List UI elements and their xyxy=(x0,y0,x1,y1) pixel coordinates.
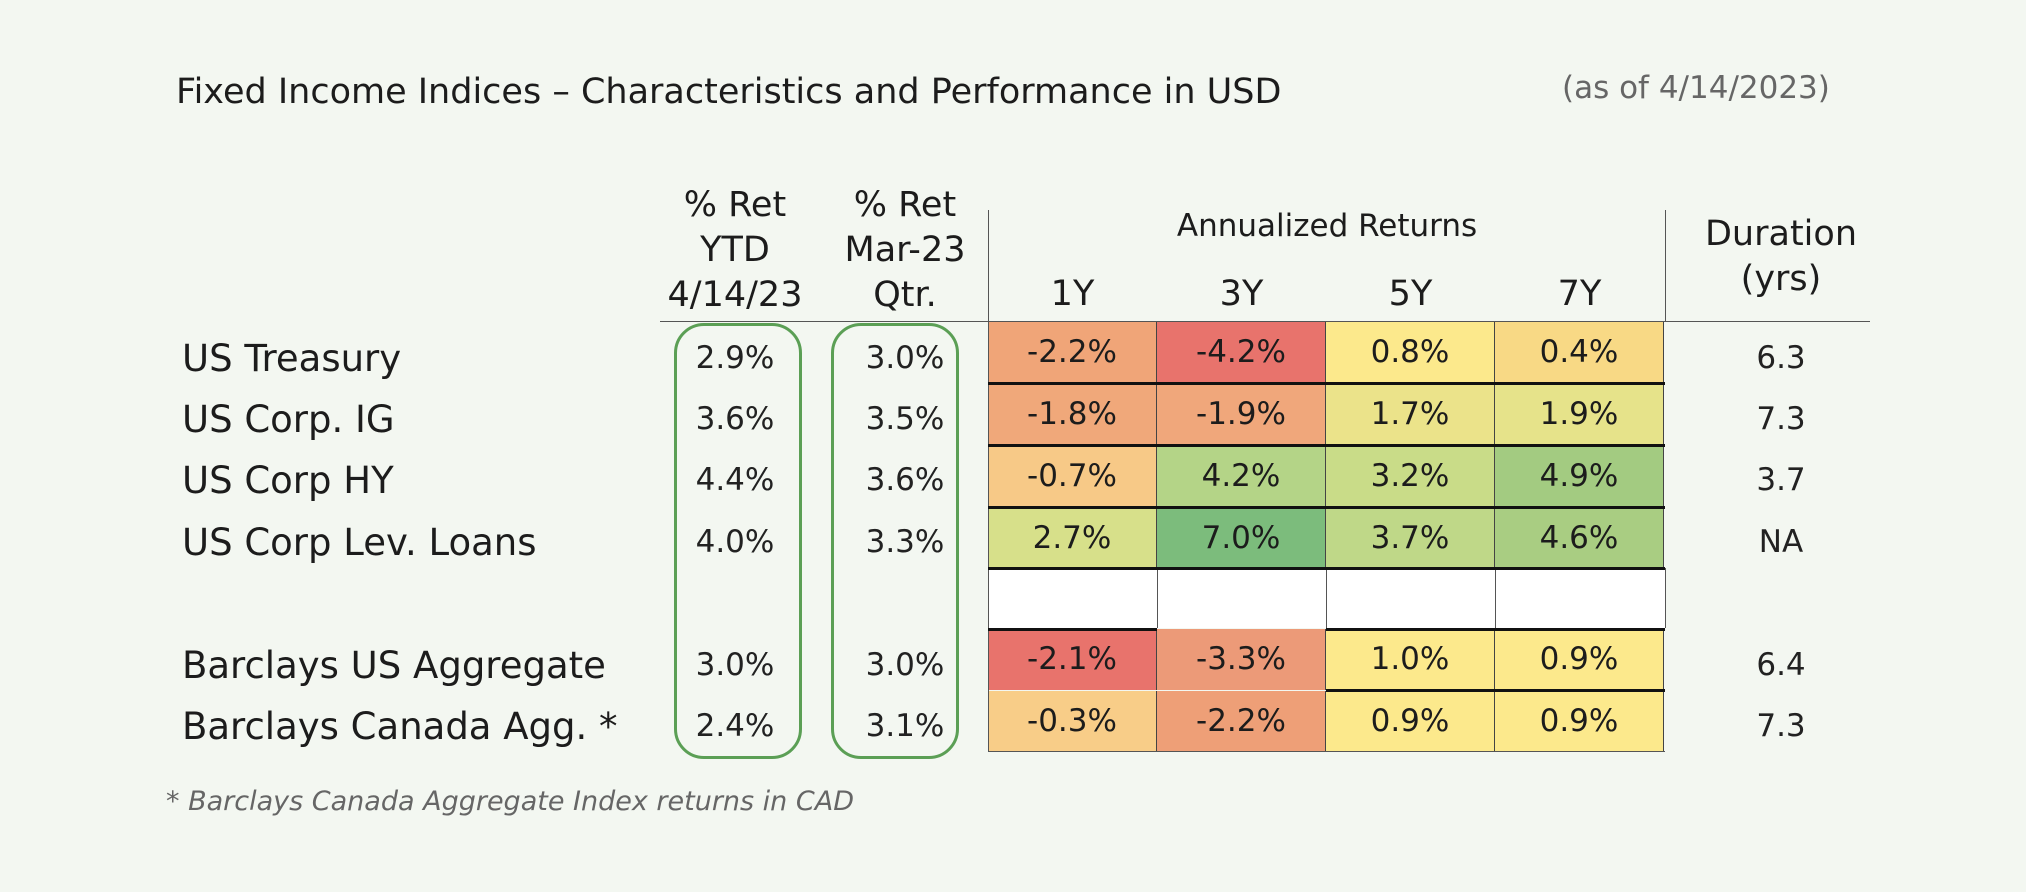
header-ytd: % Ret YTD 4/14/23 xyxy=(660,183,810,318)
qtr-value: 3.6% xyxy=(865,462,945,498)
return-3y-cell: 7.0% xyxy=(1157,508,1326,569)
header-ytd-line2: YTD xyxy=(700,230,770,270)
spacer-divider xyxy=(1495,568,1496,628)
return-1y-cell: -2.2% xyxy=(988,322,1157,383)
row-separator xyxy=(988,382,1665,385)
ytd-value: 3.0% xyxy=(695,647,775,683)
spacer-divider xyxy=(1157,568,1158,628)
duration-value: 3.7 xyxy=(1756,462,1806,498)
row-label: Barclays US Aggregate xyxy=(182,644,606,687)
qtr-value: 3.3% xyxy=(865,524,945,560)
header-ytd-line1: % Ret xyxy=(683,185,787,225)
return-3y-cell: -1.9% xyxy=(1157,384,1326,445)
header-duration-line1: Duration xyxy=(1704,214,1857,254)
heatmap-left-border xyxy=(988,322,989,752)
header-duration: Duration (yrs) xyxy=(1666,212,1896,302)
return-1y-cell: -2.1% xyxy=(988,629,1157,690)
heatmap-bottom-border xyxy=(988,751,1665,752)
row-separator xyxy=(1326,628,1665,631)
return-7y-cell: 1.9% xyxy=(1495,384,1664,445)
row-separator xyxy=(988,628,1157,631)
row-label: US Corp Lev. Loans xyxy=(182,521,537,564)
row-separator xyxy=(988,506,1665,509)
as-of-date: (as of 4/14/2023) xyxy=(1562,70,1830,106)
return-3y-cell: -3.3% xyxy=(1157,629,1326,690)
duration-value: NA xyxy=(1758,524,1804,560)
row-label: US Corp HY xyxy=(182,459,394,502)
header-annualized-returns: Annualized Returns xyxy=(1176,208,1478,244)
return-5y-cell: 1.0% xyxy=(1326,629,1495,690)
duration-value: 7.3 xyxy=(1756,708,1806,744)
qtr-value: 3.0% xyxy=(865,647,945,683)
row-label: US Corp. IG xyxy=(182,398,395,441)
return-1y-cell: 2.7% xyxy=(988,508,1157,569)
duration-value: 7.3 xyxy=(1756,401,1806,437)
header-ytd-line3: 4/14/23 xyxy=(667,275,803,315)
header-1y: 1Y xyxy=(1050,274,1095,314)
return-5y-cell: 3.2% xyxy=(1326,446,1495,507)
return-5y-cell: 0.9% xyxy=(1326,691,1495,752)
header-qtr-line3: Qtr. xyxy=(873,275,937,315)
return-1y-cell: -0.7% xyxy=(988,446,1157,507)
ytd-value: 2.9% xyxy=(695,340,775,376)
footnote: * Barclays Canada Aggregate Index return… xyxy=(166,786,854,817)
return-7y-cell: 0.9% xyxy=(1495,691,1664,752)
duration-value: 6.3 xyxy=(1756,340,1806,376)
header-divider-left xyxy=(988,210,989,322)
return-3y-cell: -4.2% xyxy=(1157,322,1326,383)
row-label: Barclays Canada Agg. * xyxy=(182,705,618,748)
return-5y-cell: 3.7% xyxy=(1326,508,1495,569)
qtr-value: 3.5% xyxy=(865,401,945,437)
header-divider-right xyxy=(1665,210,1666,322)
ytd-value: 2.4% xyxy=(695,708,775,744)
ytd-value: 4.0% xyxy=(695,524,775,560)
return-5y-cell: 1.7% xyxy=(1326,384,1495,445)
header-qtr-line2: Mar-23 xyxy=(844,230,966,270)
row-separator xyxy=(988,444,1665,447)
return-1y-cell: -1.8% xyxy=(988,384,1157,445)
return-7y-cell: 0.4% xyxy=(1495,322,1664,383)
header-duration-line2: (yrs) xyxy=(1740,259,1822,299)
header-5y: 5Y xyxy=(1388,274,1433,314)
row-separator xyxy=(988,567,1665,570)
ytd-value: 3.6% xyxy=(695,401,775,437)
page-title: Fixed Income Indices – Characteristics a… xyxy=(176,72,1282,112)
return-5y-cell: 0.8% xyxy=(1326,322,1495,383)
header-qtr-line1: % Ret xyxy=(853,185,957,225)
return-7y-cell: 4.9% xyxy=(1495,446,1664,507)
ytd-column-highlight xyxy=(674,323,802,759)
row-label: US Treasury xyxy=(182,337,402,380)
return-3y-cell: -2.2% xyxy=(1157,691,1326,752)
ytd-value: 4.4% xyxy=(695,462,775,498)
header-3y: 3Y xyxy=(1219,274,1264,314)
qtr-column-highlight xyxy=(831,323,959,759)
spacer-divider xyxy=(1326,568,1327,628)
spacer-divider xyxy=(1665,568,1666,628)
return-7y-cell: 4.6% xyxy=(1495,508,1664,569)
duration-value: 6.4 xyxy=(1756,647,1806,683)
return-1y-cell: -0.3% xyxy=(988,691,1157,752)
row-separator xyxy=(1326,689,1665,692)
header-qtr: % Ret Mar-23 Qtr. xyxy=(825,183,985,318)
return-7y-cell: 0.9% xyxy=(1495,629,1664,690)
header-underline xyxy=(660,321,1870,322)
return-3y-cell: 4.2% xyxy=(1157,446,1326,507)
header-7y: 7Y xyxy=(1557,274,1602,314)
